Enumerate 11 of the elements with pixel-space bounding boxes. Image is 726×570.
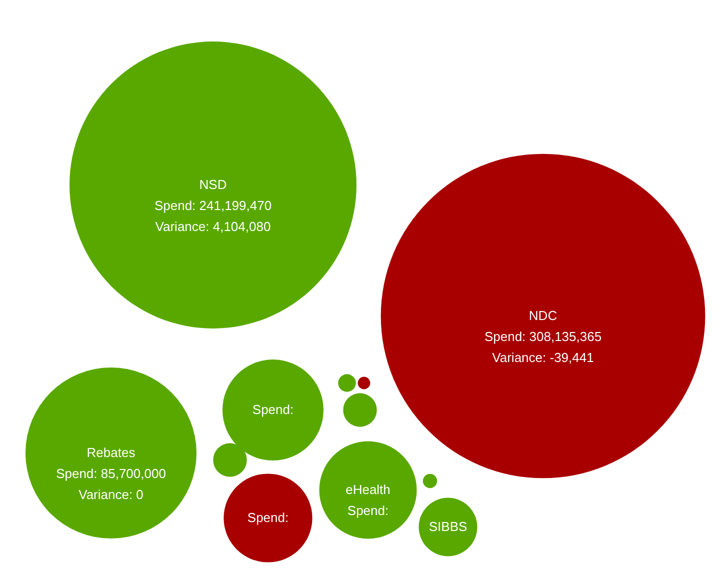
data-label: Spend:	[247, 510, 289, 525]
category-label: NDC	[528, 308, 558, 323]
data-label: Spend:	[252, 402, 294, 417]
category-label: eHealth	[346, 482, 390, 497]
data-label: Spend: 85,700,000 Variance: 0	[56, 466, 166, 502]
data-label: Spend: 241,199,470 Variance: 4,104,080	[154, 198, 272, 234]
category-label: NSD	[199, 177, 227, 192]
category-label: Rebates	[86, 445, 136, 460]
data-label: Spend: 308,135,365 Variance: -39,441	[484, 329, 602, 365]
data-label: Spend:	[347, 503, 389, 518]
category-label: SIBBS	[428, 519, 468, 534]
